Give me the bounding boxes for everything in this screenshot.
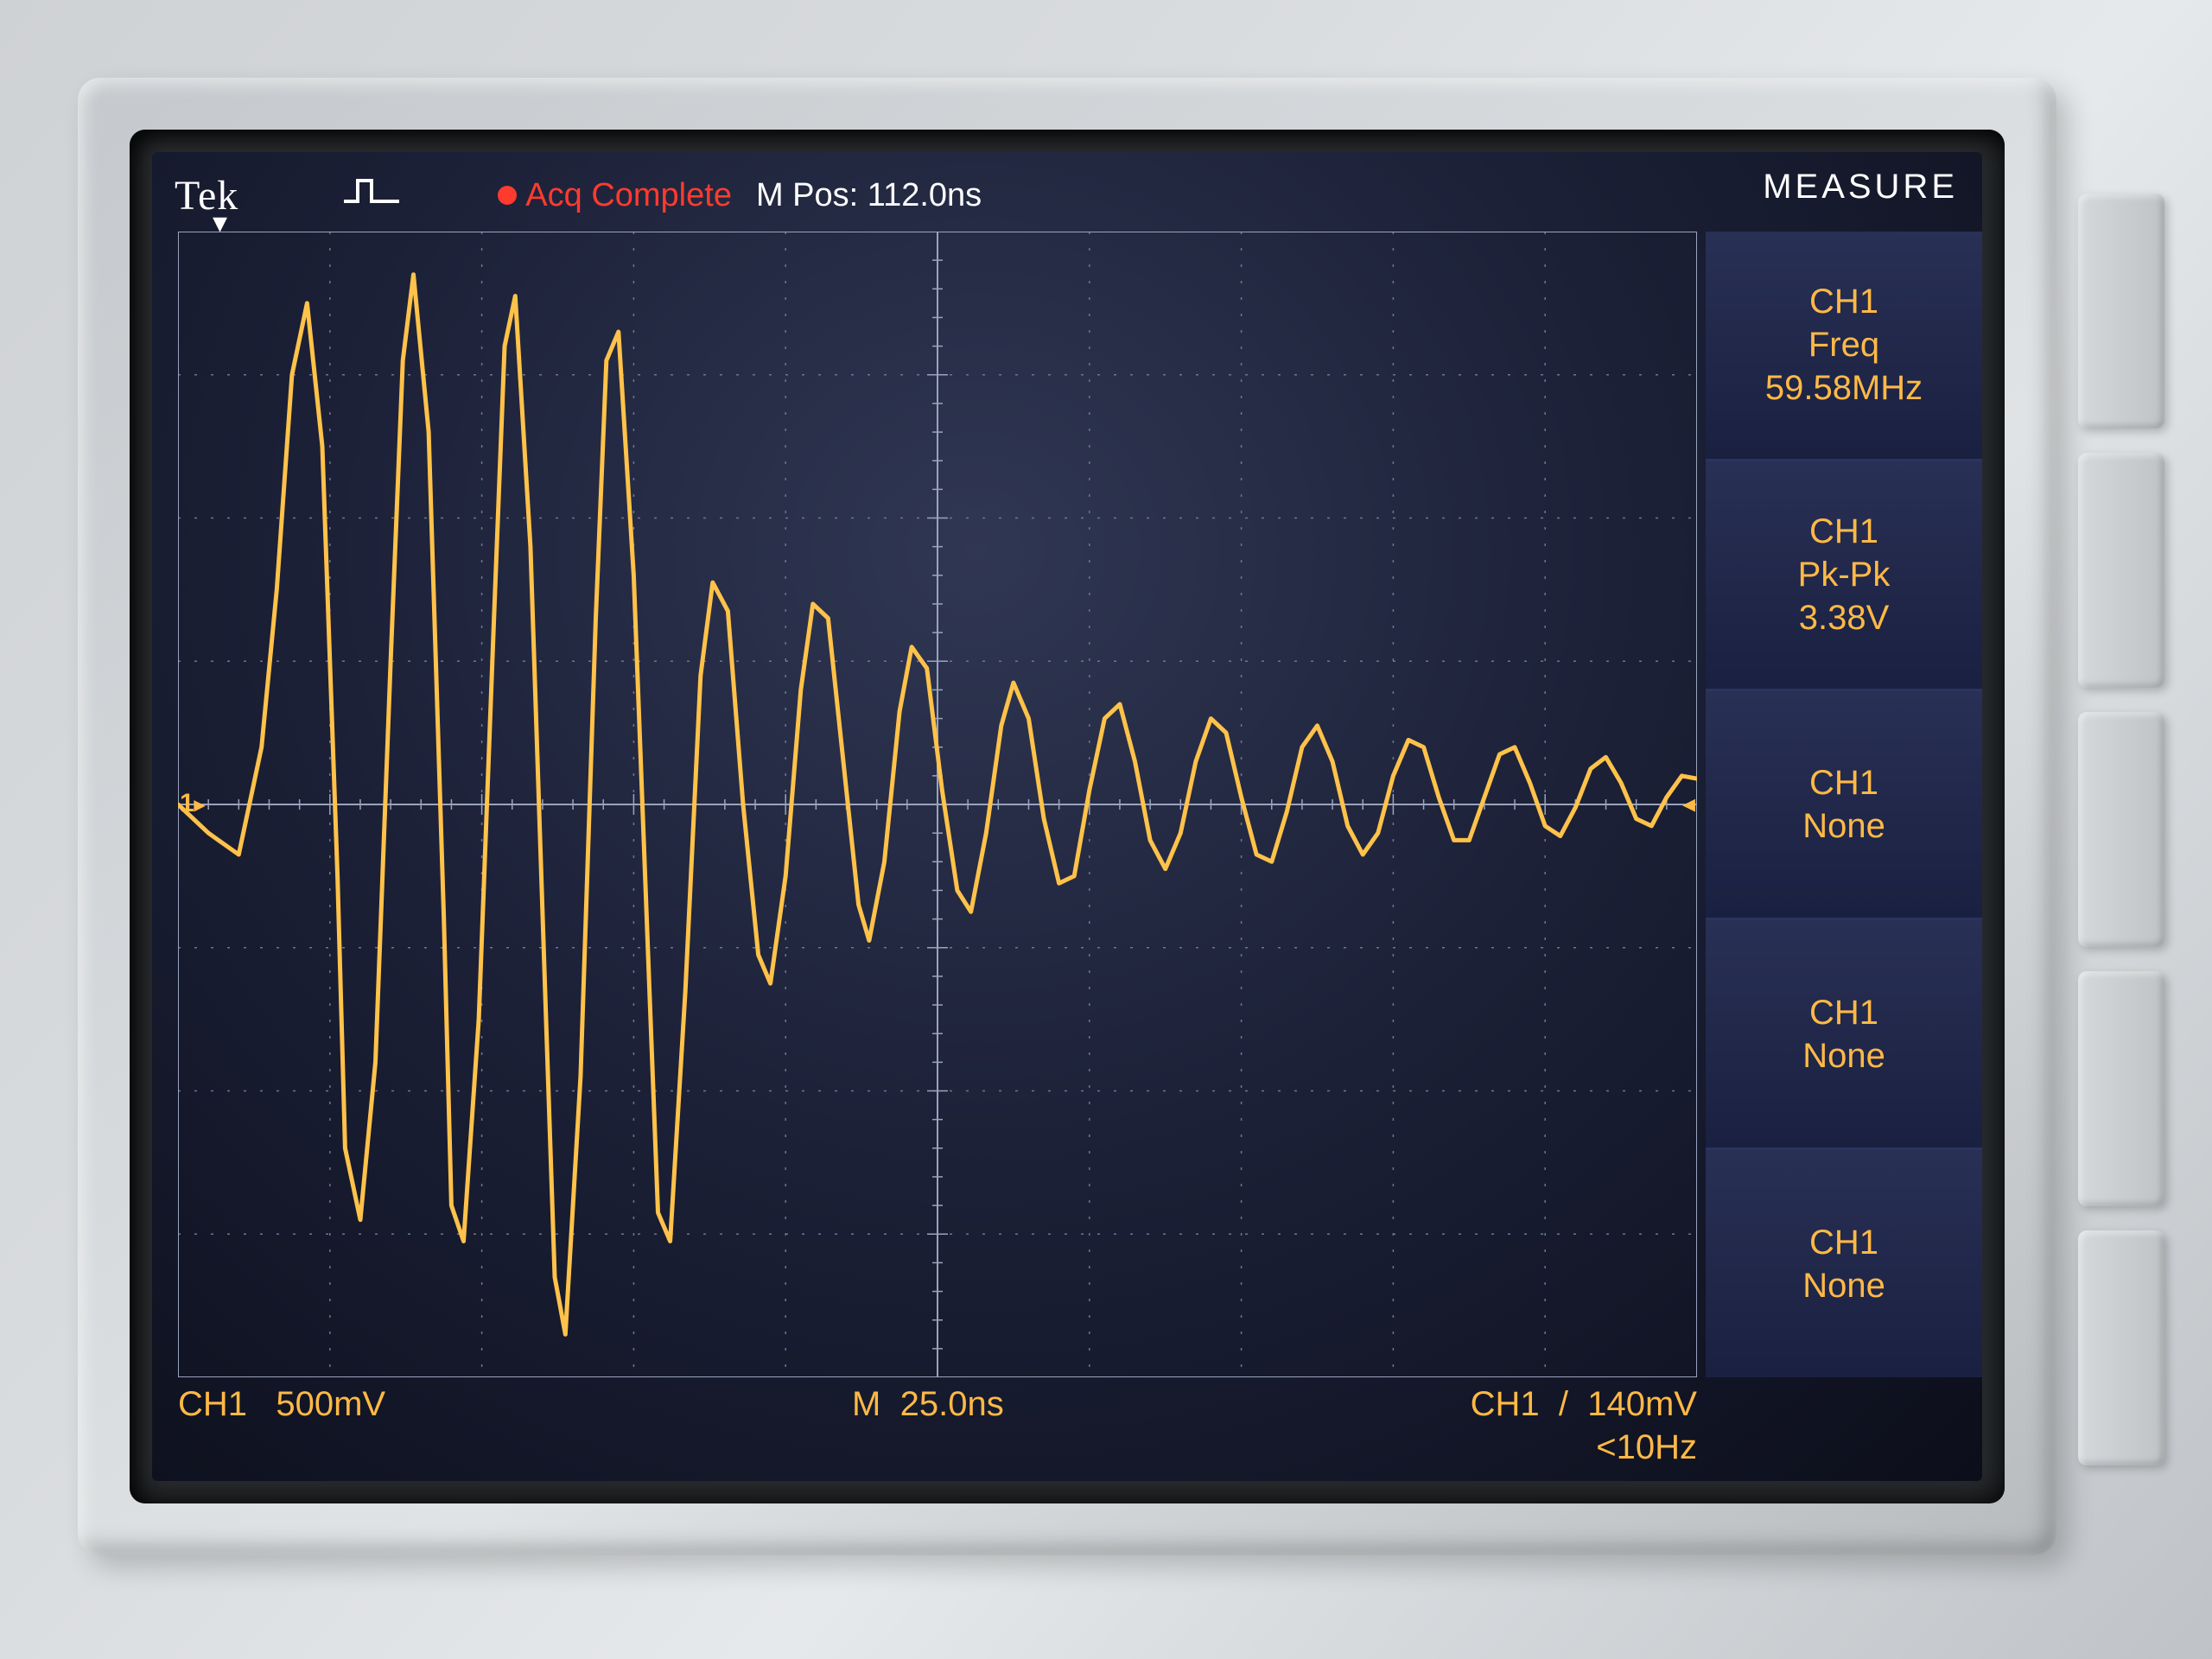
- measure-slot-3[interactable]: CH1None: [1706, 689, 1982, 918]
- acq-status-dot-icon: [498, 186, 517, 205]
- measure-type: Pk-Pk: [1798, 553, 1891, 596]
- waveform-display: [178, 232, 1697, 1377]
- measure-type: None: [1802, 1264, 1885, 1307]
- measure-slot-1[interactable]: CH1Freq59.58MHz: [1706, 232, 1982, 459]
- trigger-level: 140mV: [1587, 1385, 1697, 1423]
- screen-bezel-outer: Tek ▾ Acq Complete M Pos: 112.0ns MEASUR…: [78, 78, 2056, 1555]
- measure-type: None: [1802, 1034, 1885, 1077]
- measure-panel: CH1Freq59.58MHzCH1Pk-Pk3.38VCH1NoneCH1No…: [1706, 232, 1982, 1377]
- brand-logo: Tek: [175, 172, 238, 219]
- measure-source: CH1: [1809, 1221, 1878, 1264]
- softkey-strip: [2078, 181, 2164, 1478]
- softkey-2[interactable]: [2078, 453, 2164, 688]
- channel-label: CH1: [178, 1385, 247, 1423]
- measure-source: CH1: [1809, 280, 1878, 323]
- softkey-5[interactable]: [2078, 1230, 2164, 1465]
- graticule-area: 1▸ ◂: [178, 232, 1697, 1377]
- measure-type: None: [1802, 804, 1885, 848]
- softkey-4[interactable]: [2078, 971, 2164, 1206]
- measure-source: CH1: [1809, 510, 1878, 553]
- m-pos-readout: M Pos: 112.0ns: [756, 177, 982, 214]
- m-pos-label: M Pos:: [756, 177, 858, 213]
- instrument-body: Tek ▾ Acq Complete M Pos: 112.0ns MEASUR…: [0, 0, 2212, 1659]
- m-pos-value: 112.0ns: [868, 177, 982, 213]
- trigger-readout: CH1 / 140mV: [1471, 1385, 1697, 1424]
- measure-source: CH1: [1809, 991, 1878, 1034]
- timebase-value: 25.0ns: [900, 1385, 1004, 1423]
- measure-value: 59.58MHz: [1765, 366, 1923, 410]
- screen-header: Tek ▾ Acq Complete M Pos: 112.0ns: [152, 168, 1982, 223]
- trigger-source: CH1: [1471, 1385, 1540, 1423]
- acq-status-text: Acq Complete: [525, 177, 732, 214]
- timebase-label: M: [852, 1385, 880, 1423]
- measure-slot-4[interactable]: CH1None: [1706, 918, 1982, 1147]
- measure-slot-5[interactable]: CH1None: [1706, 1147, 1982, 1377]
- footer-readout: CH1 500mV M 25.0ns CH1 / 140mV: [178, 1382, 1697, 1465]
- measure-source: CH1: [1809, 761, 1878, 804]
- measure-slot-2[interactable]: CH1Pk-Pk3.38V: [1706, 459, 1982, 689]
- measure-value: 3.38V: [1799, 596, 1890, 639]
- timebase-readout: M 25.0ns: [852, 1385, 1004, 1424]
- trigger-edge-icon: /: [1559, 1385, 1568, 1423]
- screen-bezel-inner: Tek ▾ Acq Complete M Pos: 112.0ns MEASUR…: [130, 130, 2005, 1503]
- softkey-1[interactable]: [2078, 194, 2164, 429]
- channel-ground-marker: 1▸: [180, 789, 205, 818]
- oscilloscope-screen: Tek ▾ Acq Complete M Pos: 112.0ns MEASUR…: [152, 152, 1982, 1481]
- volts-per-div: 500mV: [276, 1385, 385, 1423]
- trigger-frequency: <10Hz: [1596, 1428, 1697, 1467]
- vertical-scale-readout: CH1 500mV: [178, 1385, 385, 1424]
- trigger-level-marker: ◂: [1682, 789, 1695, 819]
- trigger-mode-icon: [342, 174, 403, 217]
- measure-menu-title: MEASURE: [1763, 168, 1958, 207]
- softkey-3[interactable]: [2078, 712, 2164, 947]
- measure-type: Freq: [1808, 323, 1879, 366]
